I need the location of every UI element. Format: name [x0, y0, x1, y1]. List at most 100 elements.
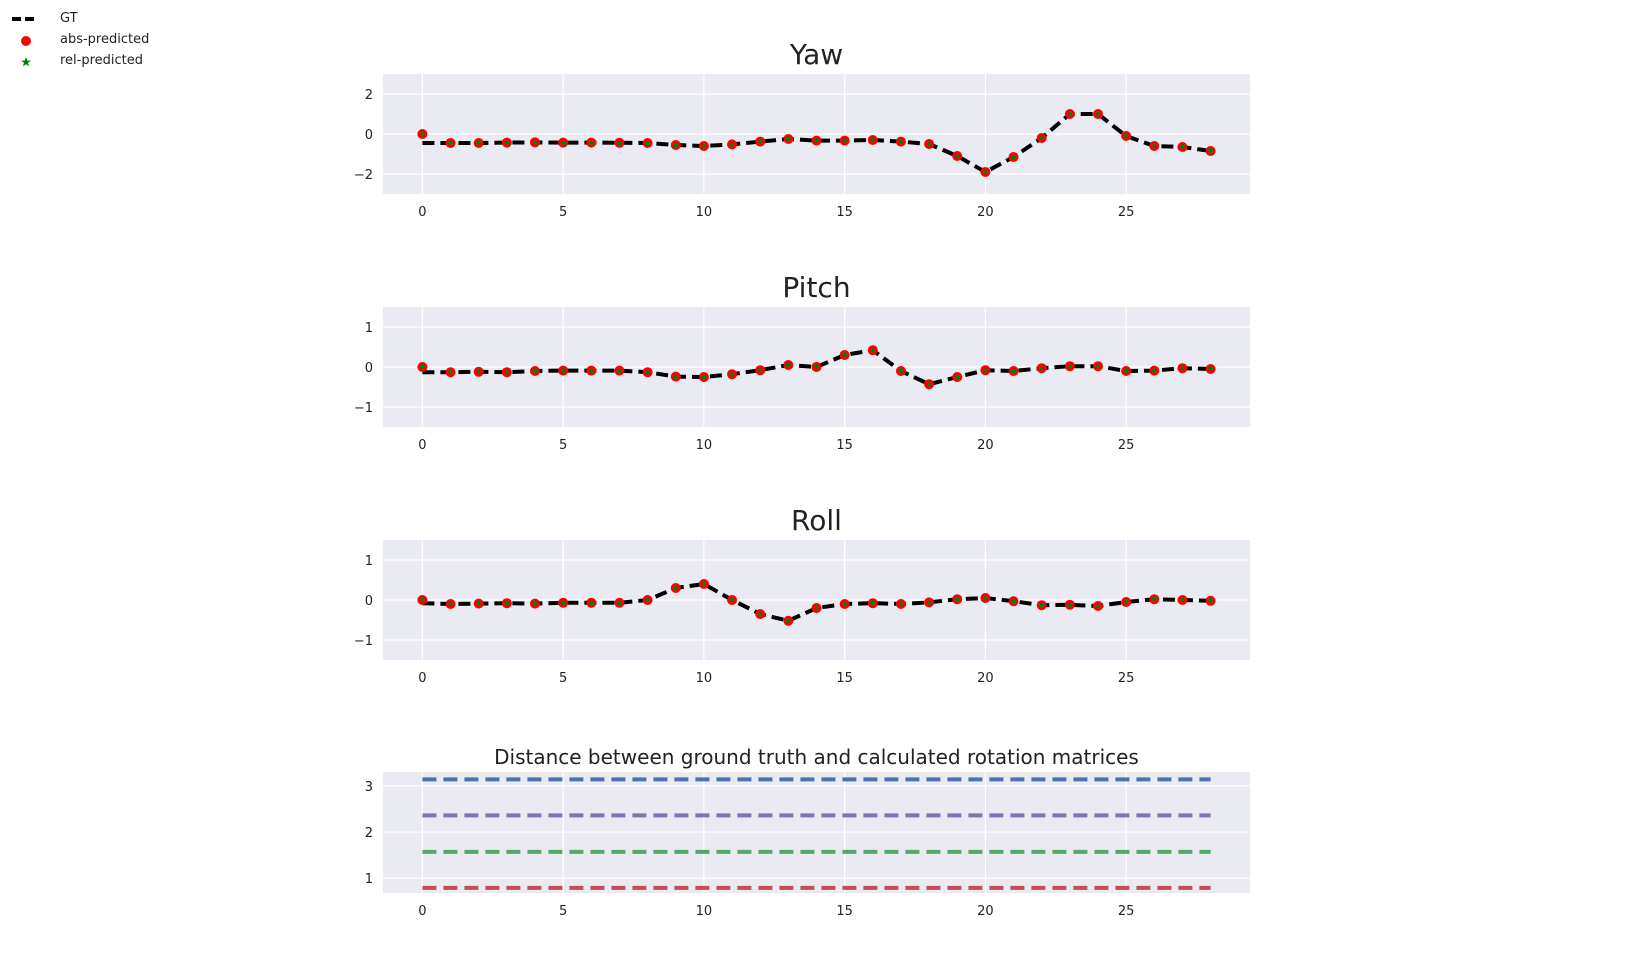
rel-predicted-point: [475, 600, 483, 607]
rel-predicted-point: [503, 139, 511, 146]
rel-predicted-point: [756, 366, 764, 374]
rel-predicted-point: [1066, 601, 1074, 608]
x-tick-label: 20: [977, 904, 994, 919]
legend-label: rel-predicted: [60, 53, 144, 68]
y-tick-label: 2: [365, 88, 373, 103]
rel-predicted-point: [1066, 110, 1074, 117]
rel-predicted-point: [1038, 364, 1046, 372]
rel-predicted-point: [1038, 134, 1046, 141]
rel-predicted-point: [756, 610, 764, 617]
legend-label: GT: [60, 11, 78, 26]
green-star-icon: [10, 53, 40, 69]
rel-predicted-point: [559, 139, 567, 146]
rel-predicted-point: [672, 373, 680, 380]
rel-predicted-point: [700, 142, 708, 149]
rel-predicted-point: [1010, 367, 1017, 374]
y-tick-label: 1: [365, 872, 373, 887]
rel-predicted-point: [813, 137, 820, 144]
rel-predicted-point: [1094, 602, 1102, 609]
x-tick-label: 25: [1118, 671, 1135, 686]
rel-predicted-point: [644, 368, 651, 376]
red-circle-icon: [10, 32, 40, 48]
x-tick-label: 10: [696, 671, 713, 686]
rel-predicted-point: [447, 139, 454, 146]
rel-predicted-point: [447, 368, 454, 376]
rel-predicted-point: [784, 617, 792, 624]
rel-predicted-point: [953, 595, 961, 603]
rel-predicted-point: [1094, 362, 1102, 370]
legend-label: abs-predicted: [60, 32, 150, 47]
legend-item-gt: GT: [10, 8, 149, 29]
rel-predicted-point: [1010, 597, 1017, 605]
x-tick-label: 25: [1118, 904, 1135, 919]
rel-predicted-point: [1122, 598, 1130, 605]
rel-predicted-point: [1150, 367, 1158, 374]
y-tick-label: −2: [354, 168, 373, 183]
rel-predicted-point: [1207, 365, 1214, 372]
rel-predicted-point: [728, 140, 736, 148]
x-tick-label: 5: [559, 205, 567, 220]
rel-predicted-point: [728, 596, 736, 603]
rel-predicted-point: [700, 580, 708, 587]
rel-predicted-point: [531, 367, 539, 374]
rel-predicted-point: [869, 136, 877, 143]
rel-predicted-point: [1179, 143, 1186, 150]
rel-predicted-point: [475, 368, 483, 375]
gt-line: [422, 348, 1211, 387]
subplot-title: Pitch: [782, 271, 850, 304]
rel-predicted-point: [503, 368, 511, 376]
rel-predicted-point: [897, 138, 905, 145]
rel-predicted-point: [925, 598, 933, 606]
x-tick-label: 25: [1118, 205, 1135, 220]
dashed-line-icon: [10, 11, 40, 27]
rel-predicted-point: [1150, 595, 1158, 603]
x-tick-label: 15: [836, 438, 853, 453]
x-tick-label: 10: [696, 904, 713, 919]
rel-predicted-point: [784, 361, 792, 368]
rel-predicted-point: [700, 373, 708, 380]
rel-predicted-point: [503, 599, 511, 607]
rel-predicted-point: [1150, 142, 1158, 149]
subplot-title: Distance between ground truth and calcul…: [494, 745, 1139, 769]
subplot-title: Roll: [791, 504, 842, 537]
x-tick-label: 5: [559, 904, 567, 919]
rel-predicted-point: [672, 584, 680, 591]
x-tick-label: 20: [977, 671, 994, 686]
x-tick-label: 10: [696, 205, 713, 220]
subplot-3: 0 5 10 15 20 25 3 2 1 Distance between ground tru…: [365, 745, 1250, 919]
rel-predicted-point: [1010, 153, 1017, 160]
rel-predicted-point: [784, 135, 792, 142]
rel-predicted-point: [813, 363, 820, 370]
rel-predicted-point: [616, 367, 623, 374]
rel-predicted-point: [728, 370, 736, 378]
rel-predicted-point: [1038, 601, 1046, 609]
x-tick-label: 0: [418, 438, 426, 453]
x-tick-label: 10: [696, 438, 713, 453]
rel-predicted-point: [953, 373, 961, 380]
rel-predicted-point: [475, 139, 483, 146]
rel-predicted-point: [1122, 132, 1130, 139]
x-tick-label: 5: [559, 438, 567, 453]
rel-predicted-point: [587, 139, 595, 146]
x-tick-label: 20: [977, 205, 994, 220]
y-tick-label: 0: [365, 128, 373, 143]
rel-predicted-point: [559, 599, 567, 606]
rel-predicted-point: [756, 138, 764, 145]
gt-line: [422, 112, 1211, 174]
legend: GT abs-predicted rel-predicted: [10, 8, 149, 71]
rel-predicted-point: [419, 130, 426, 137]
y-tick-label: 3: [365, 780, 373, 795]
rel-predicted-point: [644, 139, 651, 146]
rel-predicted-point: [1179, 364, 1186, 372]
y-tick-label: −1: [354, 401, 373, 416]
x-tick-label: 0: [418, 671, 426, 686]
y-tick-label: 2: [365, 826, 373, 841]
subplot-title: Yaw: [789, 38, 843, 71]
x-tick-label: 20: [977, 438, 994, 453]
rel-predicted-point: [531, 600, 539, 607]
y-tick-label: 1: [365, 321, 373, 336]
legend-item-rel-predicted: rel-predicted: [10, 50, 149, 71]
